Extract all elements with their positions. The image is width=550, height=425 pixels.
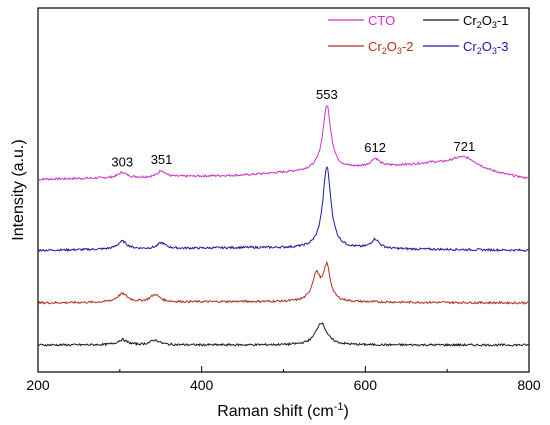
legend-label-cto: CTO <box>368 13 395 28</box>
y-axis-title: Intensity (a.u.) <box>10 139 27 240</box>
x-tick-label: 800 <box>517 377 541 393</box>
legend: CTO Cr2O3-1 Cr2O3-2 Cr2O3-3 <box>328 13 508 56</box>
peak-label-303: 303 <box>111 154 133 169</box>
series-line-cr2 <box>37 260 530 305</box>
peak-label-351: 351 <box>151 152 173 167</box>
peak-label-721: 721 <box>454 139 476 154</box>
legend-label-cr2: Cr2O3-2 <box>368 39 413 56</box>
series-line-cto <box>37 105 530 181</box>
legend-label-cr3: Cr2O3-3 <box>463 39 508 56</box>
x-tick-label: 200 <box>26 377 50 393</box>
series-line-cr3 <box>37 166 530 253</box>
peak-annotations: 303 351 553 612 721 <box>111 87 475 169</box>
plot-frame <box>37 7 530 373</box>
x-tick-label: 400 <box>190 377 214 393</box>
x-axis-ticks: 200 400 600 800 <box>26 366 541 393</box>
x-axis-title: Raman shift (cm-1) <box>217 401 349 420</box>
series-line-cr1 <box>37 322 530 347</box>
legend-label-cr1: Cr2O3-1 <box>463 13 508 30</box>
x-tick-label: 600 <box>354 377 378 393</box>
peak-label-612: 612 <box>364 140 386 155</box>
series-lines <box>37 105 530 347</box>
peak-label-553: 553 <box>316 87 338 102</box>
